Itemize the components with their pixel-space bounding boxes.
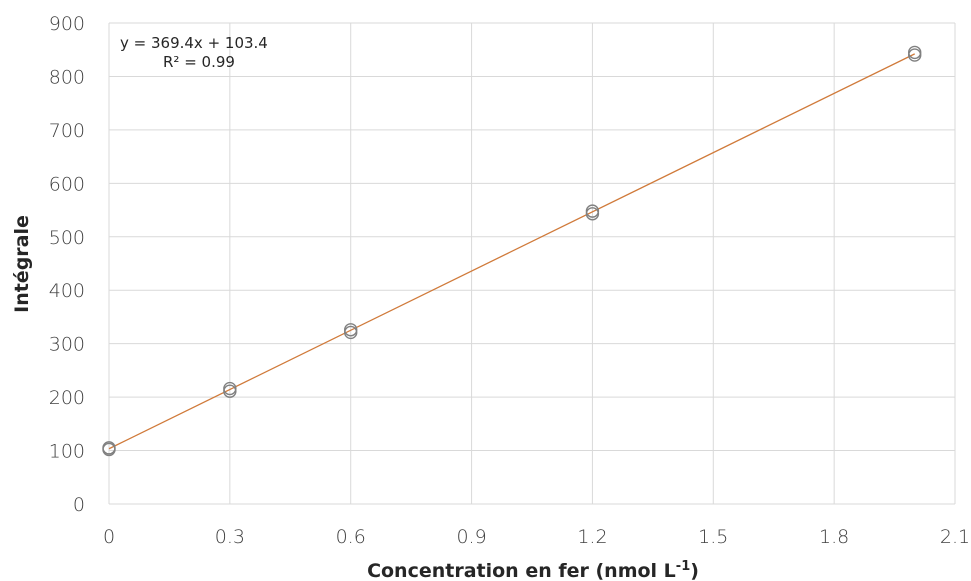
data-point bbox=[102, 441, 116, 455]
x-tick-label: 1.8 bbox=[819, 526, 849, 548]
y-tick-label: 300 bbox=[49, 334, 85, 356]
y-tick-label: 200 bbox=[49, 387, 85, 409]
trendline bbox=[108, 53, 916, 450]
x-tick-labels: 0 0.3 0.6 0.9 1.2 1.5 1.8 2.1 bbox=[103, 526, 970, 548]
y-tick-label: 500 bbox=[49, 227, 85, 249]
data-point bbox=[908, 48, 922, 62]
x-tick-label: 0.9 bbox=[456, 526, 486, 548]
y-tick-label: 0 bbox=[73, 494, 85, 516]
x-axis-title-superscript: -1 bbox=[676, 559, 690, 574]
y-tick-label: 400 bbox=[49, 280, 85, 302]
data-point bbox=[223, 381, 237, 396]
x-axis-title-end: ) bbox=[690, 560, 699, 581]
data-point bbox=[908, 45, 922, 60]
x-axis-title: Concentration en fer (nmol L-1) bbox=[367, 559, 699, 581]
x-tick-label: 2.1 bbox=[940, 526, 970, 548]
y-tick-labels: 0 100 200 300 400 500 600 700 800 900 bbox=[49, 13, 85, 516]
data-point bbox=[344, 323, 358, 337]
y-tick-label: 100 bbox=[49, 441, 85, 463]
trendline-r2: R² = 0.99 bbox=[163, 53, 235, 71]
x-tick-label: 0.3 bbox=[215, 526, 245, 548]
x-tick-label: 1.5 bbox=[698, 526, 728, 548]
x-tick-label: 0.6 bbox=[336, 526, 366, 548]
x-tick-label: 0 bbox=[103, 526, 115, 548]
data-points bbox=[102, 45, 922, 457]
y-axis-title: Intégrale bbox=[11, 215, 33, 313]
y-gridlines bbox=[109, 22, 955, 505]
y-tick-label: 800 bbox=[49, 66, 85, 88]
data-point bbox=[585, 204, 600, 218]
y-tick-label: 900 bbox=[49, 13, 85, 35]
trendline-equation: y = 369.4x + 103.4 bbox=[120, 34, 268, 52]
x-tick-label: 1.2 bbox=[577, 526, 607, 548]
x-gridlines bbox=[108, 23, 956, 504]
trendline-group bbox=[108, 53, 916, 450]
x-axis-title-main: Concentration en fer (nmol L bbox=[367, 560, 676, 581]
y-tick-label: 600 bbox=[49, 173, 85, 195]
y-tick-label: 700 bbox=[49, 120, 85, 142]
